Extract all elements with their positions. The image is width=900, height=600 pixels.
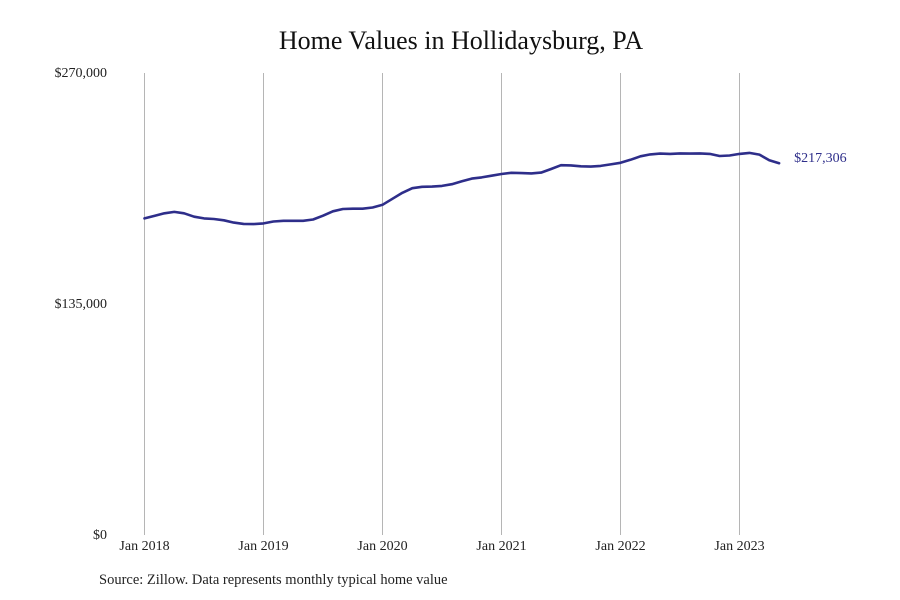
x-tick-label: Jan 2019 [238, 539, 288, 554]
series-line-0 [143, 151, 781, 226]
x-axis: Jan 2018 Jan 2019 Jan 2020 Jan 2021 Jan 2022… [119, 539, 764, 554]
grid-lines [144, 73, 740, 535]
end-label-group: $217,306 [794, 151, 847, 166]
y-tick-label: $270,000 [55, 66, 108, 81]
y-tick-label: $135,000 [55, 297, 108, 312]
x-tick-label: Jan 2022 [595, 539, 645, 554]
y-tick-label: $0 [93, 528, 107, 543]
series [143, 151, 781, 226]
end-value-label: $217,306 [794, 151, 847, 166]
x-tick-label: Jan 2020 [357, 539, 407, 554]
chart-title: Home Values in Hollidaysburg, PA [278, 26, 644, 55]
y-axis: $0 $135,000 $270,000 [55, 66, 108, 543]
x-tick-label: Jan 2023 [714, 539, 764, 554]
x-tick-label: Jan 2018 [119, 539, 169, 554]
source-note: Source: Zillow. Data represents monthly … [99, 572, 448, 588]
x-tick-label: Jan 2021 [476, 539, 526, 554]
